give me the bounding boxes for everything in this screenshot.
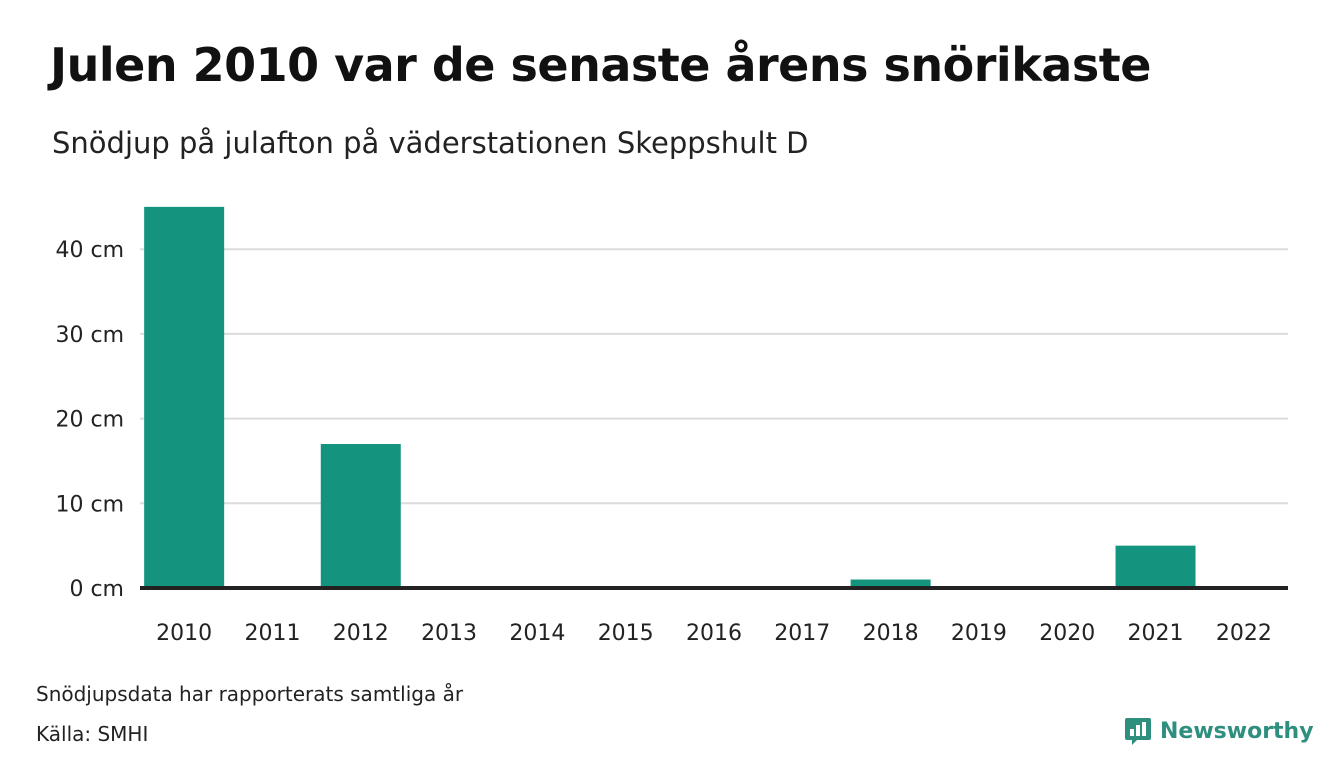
x-tick-label: 2012 xyxy=(333,621,389,646)
chart-title: Julen 2010 var de senaste årens snörikas… xyxy=(50,38,1151,92)
bar-2018 xyxy=(850,579,931,588)
x-tick-label: 2021 xyxy=(1128,621,1184,646)
x-tick-label: 2016 xyxy=(686,621,742,646)
x-tick-label: 2017 xyxy=(774,621,830,646)
brand-logo: Newsworthy xyxy=(1124,716,1314,746)
x-tick-label: 2013 xyxy=(421,621,477,646)
x-tick-label: 2014 xyxy=(509,621,565,646)
y-tick-label: 10 cm xyxy=(55,492,124,517)
bar-2021 xyxy=(1115,545,1196,588)
x-tick-label: 2011 xyxy=(244,621,300,646)
x-tick-label: 2015 xyxy=(598,621,654,646)
x-axis-ticks: 2010 2011 2012 2013 2014 2015 2016 2017 2018 2019… xyxy=(156,621,1272,646)
y-tick-label: 40 cm xyxy=(55,238,124,263)
bar-2012 xyxy=(320,444,401,588)
chart-subtitle: Snödjup på julafton på väderstationen Sk… xyxy=(52,126,809,160)
bar-2010 xyxy=(144,206,225,588)
y-tick-label: 20 cm xyxy=(55,408,124,433)
x-tick-label: 2018 xyxy=(863,621,919,646)
y-axis-ticks: 0 cm 10 cm 20 cm 30 cm 40 cm xyxy=(55,238,124,602)
x-tick-label: 2010 xyxy=(156,621,212,646)
footnote: Snödjupsdata har rapporterats samtliga å… xyxy=(36,682,464,706)
x-tick-label: 2020 xyxy=(1039,621,1095,646)
newsworthy-logo-icon xyxy=(1125,718,1151,745)
x-tick-label: 2019 xyxy=(951,621,1007,646)
gridlines xyxy=(140,248,1288,505)
y-tick-label: 0 cm xyxy=(69,577,124,602)
y-tick-label: 30 cm xyxy=(55,323,124,348)
x-tick-label: 2022 xyxy=(1216,621,1272,646)
brand-name: Newsworthy xyxy=(1160,718,1314,744)
bars xyxy=(144,206,1196,588)
source-label: Källa: SMHI xyxy=(36,722,149,746)
